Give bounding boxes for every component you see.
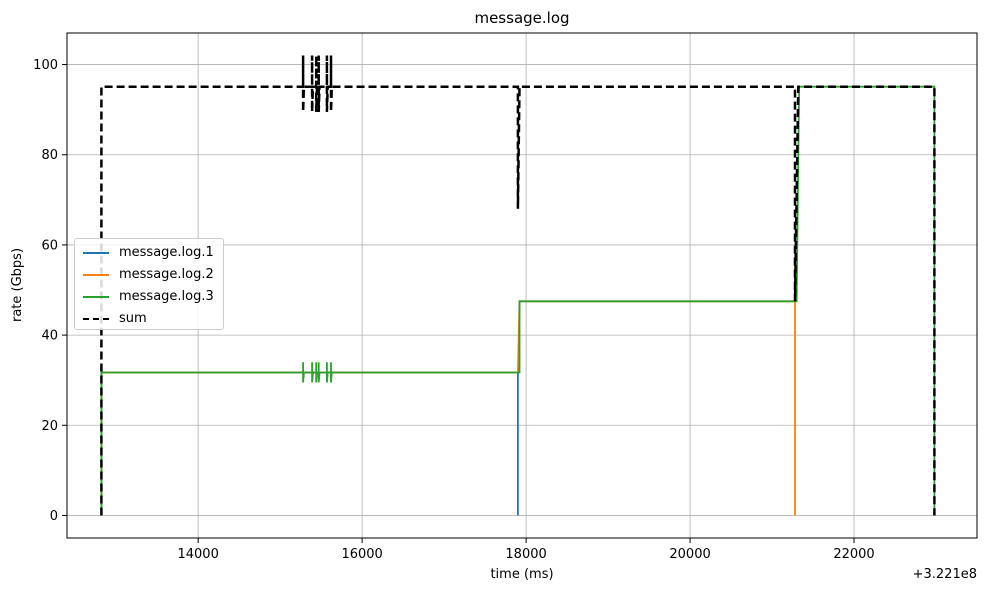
x-axis-offset-label: +3.221e8 (913, 567, 977, 582)
legend-label-sum: sum (119, 311, 147, 326)
x-axis-label: time (ms) (490, 567, 553, 582)
legend-swatch-message-log-2 (83, 274, 109, 276)
series-line-message-log-3 (100, 85, 936, 516)
legend: message.log.1 message.log.2 message.log.… (74, 238, 224, 330)
y-tick-label: 40 (41, 329, 58, 344)
y-axis-ticks: 0 20 40 60 80 100 (33, 58, 67, 524)
legend-label-message-log-1: message.log.1 (119, 245, 214, 260)
series-line-sum (100, 55, 936, 516)
legend-label-message-log-3: message.log.3 (119, 289, 214, 304)
x-tick-label: 22000 (833, 547, 874, 562)
y-tick-label: 0 (50, 509, 58, 524)
y-tick-label: 100 (33, 58, 58, 73)
chart-title: message.log (474, 9, 569, 27)
plot-area-frame (66, 32, 978, 539)
y-tick-label: 80 (41, 148, 58, 163)
legend-swatch-sum (83, 318, 109, 320)
y-tick-label: 20 (41, 419, 58, 434)
x-tick-label: 14000 (177, 547, 218, 562)
legend-swatch-message-log-1 (83, 252, 109, 254)
x-tick-label: 16000 (341, 547, 382, 562)
legend-swatch-message-log-3 (83, 296, 109, 298)
y-axis-label: rate (Gbps) (10, 248, 25, 322)
legend-label-message-log-2: message.log.2 (119, 267, 214, 282)
x-tick-label: 18000 (505, 547, 546, 562)
series-lines (100, 55, 936, 516)
y-tick-label: 60 (41, 238, 58, 253)
x-axis-ticks: 14000 16000 18000 20000 22000 (177, 538, 875, 562)
x-tick-label: 20000 (669, 547, 710, 562)
